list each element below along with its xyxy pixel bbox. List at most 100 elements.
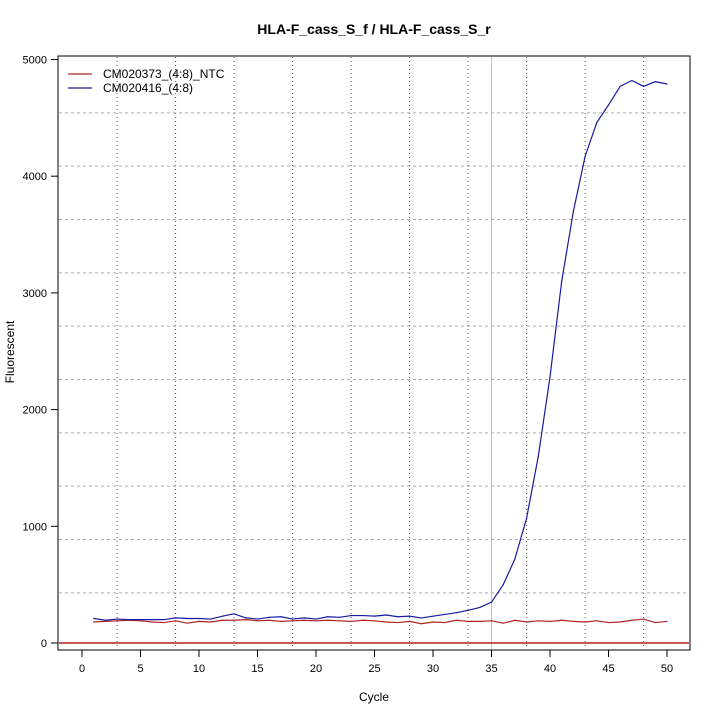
data-point-1 (93, 617, 95, 620)
x-tick-label: 50 (661, 663, 673, 675)
legend: CM020373_(4:8)_NTC CM020416_(4:8) (68, 67, 225, 95)
data-point-0 (537, 620, 539, 622)
data-point-1 (245, 617, 247, 619)
data-point-0 (186, 622, 188, 624)
data-point-1 (479, 606, 481, 609)
data-point-0 (280, 620, 282, 623)
data-point-0 (619, 621, 621, 623)
data-point-0 (233, 619, 235, 621)
data-point-1 (467, 609, 469, 611)
data-point-1 (198, 617, 200, 620)
grid (59, 57, 689, 649)
data-point-0 (409, 620, 411, 623)
data-point-0 (303, 619, 305, 621)
y-tick-label: 1000 (23, 521, 47, 533)
plot-frame (57, 55, 691, 651)
y-tick-label: 3000 (23, 288, 47, 300)
data-point-1 (596, 121, 598, 124)
x-tick-label: 20 (310, 663, 322, 675)
data-point-0 (420, 623, 422, 625)
data-point-1 (116, 618, 118, 620)
data-point-1 (163, 619, 165, 621)
data-point-0 (373, 620, 376, 622)
data-point-0 (643, 618, 645, 620)
data-point-0 (116, 620, 118, 622)
data-point-1 (654, 81, 656, 83)
data-point-1 (514, 558, 516, 560)
data-point-0 (256, 620, 259, 622)
data-point-1 (151, 619, 153, 621)
x-tick-label: 25 (368, 663, 380, 675)
data-point-0 (93, 621, 95, 623)
data-point-0 (245, 619, 247, 621)
data-point-1 (186, 617, 188, 620)
data-point-0 (514, 619, 516, 621)
series-line-1 (93, 79, 668, 621)
series-line-0 (93, 618, 668, 625)
data-point-1 (175, 617, 177, 619)
data-point-0 (385, 621, 387, 623)
x-tick-label: 30 (427, 663, 439, 675)
data-point-0 (526, 621, 528, 623)
data-point-0 (350, 620, 352, 623)
legend-label-sample: CM020416_(4:8) (103, 81, 193, 95)
data-point-1 (104, 619, 106, 621)
data-point-1 (338, 616, 340, 618)
y-tick-label: 4000 (23, 171, 47, 183)
data-point-0 (561, 619, 563, 621)
y-axis-label: Fluorescent (3, 320, 17, 383)
data-point-0 (210, 621, 212, 623)
data-point-0 (455, 619, 457, 621)
data-point-1 (607, 104, 610, 106)
data-point-1 (385, 614, 387, 616)
data-point-1 (561, 280, 563, 282)
data-point-1 (221, 615, 223, 617)
data-point-1 (362, 614, 364, 617)
data-point-0 (221, 619, 223, 621)
x-tick-label: 15 (251, 663, 263, 675)
y-tick-label: 2000 (23, 405, 47, 417)
x-tick-label: 40 (544, 663, 556, 675)
data-point-1 (420, 617, 422, 619)
data-point-0 (163, 621, 165, 624)
data-point-0 (327, 619, 329, 621)
data-point-0 (479, 620, 481, 623)
y-tick-label: 0 (41, 638, 47, 650)
data-point-0 (654, 621, 656, 624)
data-point-0 (397, 621, 399, 624)
x-tick-label: 10 (193, 663, 205, 675)
data-point-0 (444, 621, 446, 624)
data-point-0 (151, 621, 153, 623)
data-point-1 (502, 584, 504, 586)
y-tick-label: 5000 (23, 55, 47, 67)
data-point-1 (643, 85, 645, 87)
data-point-1 (526, 517, 528, 519)
data-point-0 (666, 620, 668, 623)
data-point-0 (502, 622, 504, 624)
data-point-0 (139, 620, 142, 622)
data-point-0 (268, 619, 270, 621)
data-point-0 (572, 620, 575, 623)
data-point-0 (338, 620, 340, 622)
axes: 0 5 10 15 20 25 30 35 40 45 50 0 1000 2000 3000 4000 500… (23, 55, 674, 676)
data-point-1 (128, 619, 130, 621)
x-tick-label: 45 (602, 663, 614, 675)
data-point-1 (666, 83, 668, 85)
data-point-0 (467, 620, 469, 623)
data-point-1 (350, 614, 352, 617)
legend-label-ntc: CM020373_(4:8)_NTC (103, 67, 225, 81)
data-point-1 (455, 612, 457, 614)
data-point-0 (584, 621, 586, 623)
data-point-1 (409, 615, 411, 617)
data-point-0 (315, 620, 317, 622)
data-point-1 (268, 616, 270, 618)
data-point-1 (432, 615, 434, 617)
data-point-1 (490, 601, 493, 603)
data-point-1 (549, 376, 551, 378)
x-tick-label: 5 (137, 663, 143, 675)
data-point-1 (210, 618, 212, 620)
data-point-1 (397, 616, 399, 618)
data-point-1 (373, 615, 376, 617)
data-point-1 (280, 616, 282, 618)
